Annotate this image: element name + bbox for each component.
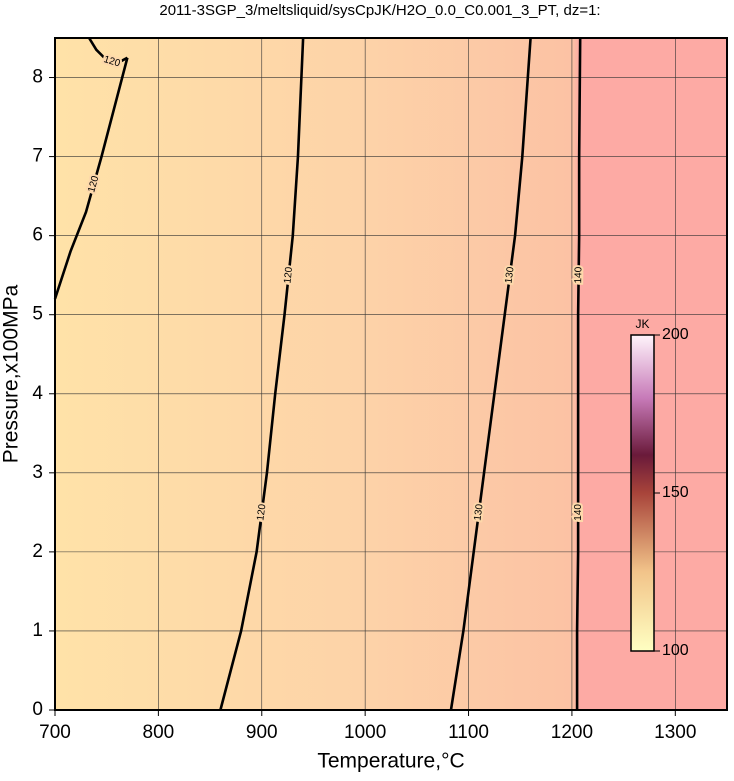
y-tick-label: 6 xyxy=(32,225,43,246)
y-tick-label: 4 xyxy=(32,383,43,404)
contour-label: 130 xyxy=(503,266,516,284)
x-tick-label: 1100 xyxy=(448,722,489,743)
colorbar-tick-label: 100 xyxy=(662,642,689,659)
x-tick-label: 1300 xyxy=(654,722,696,743)
colorbar-tick-label: 150 xyxy=(662,484,689,501)
plot-frame xyxy=(54,37,728,711)
contour-label: 140 xyxy=(573,266,584,283)
plot-background xyxy=(55,38,727,710)
colorbar xyxy=(630,334,655,652)
contour-label: 130 xyxy=(472,503,485,521)
contour-line xyxy=(575,37,582,710)
y-axis-label: Pressure,x100MPa xyxy=(0,284,23,463)
colorbar-label: JK xyxy=(635,317,649,331)
y-tick-label: 8 xyxy=(32,67,43,88)
y-tick-label: 3 xyxy=(32,462,43,483)
y-tick-label: 1 xyxy=(32,620,43,641)
y-tick-label: 7 xyxy=(32,146,43,167)
y-tick-label: 0 xyxy=(32,699,43,720)
y-tick-label: 2 xyxy=(32,541,43,562)
contour-label: 140 xyxy=(573,504,584,521)
colorbar-tick-label: 200 xyxy=(662,326,689,343)
chart-title: 2011-3SGP_3/meltsliquid/sysCpJK/H2O_0.0_… xyxy=(159,2,600,19)
x-tick-label: 1000 xyxy=(344,722,386,743)
contour-line xyxy=(219,37,305,711)
x-axis-label: Temperature,°C xyxy=(317,750,464,773)
x-tick-label: 900 xyxy=(246,722,278,743)
contour-line xyxy=(53,57,129,300)
x-tick-label: 800 xyxy=(143,722,175,743)
contour-line xyxy=(88,37,128,65)
x-tick-label: 1200 xyxy=(551,722,593,743)
x-tick-label: 700 xyxy=(39,722,71,743)
contour-label: 120 xyxy=(282,266,295,284)
y-tick-label: 5 xyxy=(32,304,43,325)
contour-line xyxy=(449,37,532,711)
contour-label: 120 xyxy=(255,503,268,521)
